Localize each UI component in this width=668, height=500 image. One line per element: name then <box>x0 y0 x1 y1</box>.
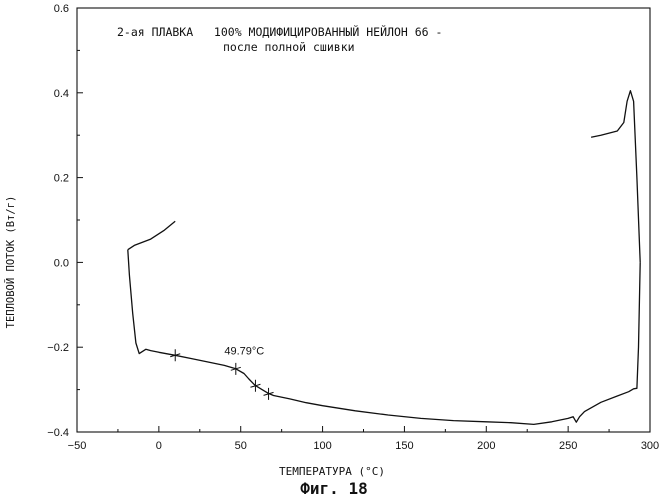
chart-title-line1: 2-ая ПЛАВКА 100% МОДИФИЦИРОВАННЫЙ НЕЙЛОН… <box>117 24 442 39</box>
chart-title-line2: после полной сшивки <box>223 40 355 54</box>
figure-caption: Фиг. 18 <box>300 479 367 498</box>
plot-frame <box>77 8 650 432</box>
y-tick-label: 0.0 <box>54 257 69 269</box>
x-tick-label: 50 <box>235 440 247 452</box>
y-tick-label: 0.4 <box>54 88 69 100</box>
y-tick-label: 0.2 <box>54 173 69 185</box>
x-tick-label: 150 <box>395 440 413 452</box>
series-line-3 <box>591 91 640 263</box>
x-tick-label: −50 <box>68 440 87 452</box>
x-tick-label: 200 <box>477 440 495 452</box>
y-axis-label: ТЕПЛОВОЙ ПОТОК (Вт/г) <box>4 196 17 329</box>
x-tick-label: 300 <box>641 440 659 452</box>
series-line-2 <box>128 250 640 425</box>
series-line-1 <box>128 221 175 249</box>
y-tick-label: −0.4 <box>47 427 69 439</box>
y-tick-label: 0.6 <box>54 3 69 15</box>
x-axis-label: ТЕМПЕРАТУРА (°C) <box>279 465 385 478</box>
x-tick-label: 250 <box>559 440 577 452</box>
analysis-marker <box>231 363 241 375</box>
annotation-label: 49.79°C <box>224 345 264 357</box>
y-tick-label: −0.2 <box>47 342 69 354</box>
analysis-marker <box>264 388 274 400</box>
x-tick-label: 100 <box>313 440 331 452</box>
x-tick-label: 0 <box>156 440 162 452</box>
